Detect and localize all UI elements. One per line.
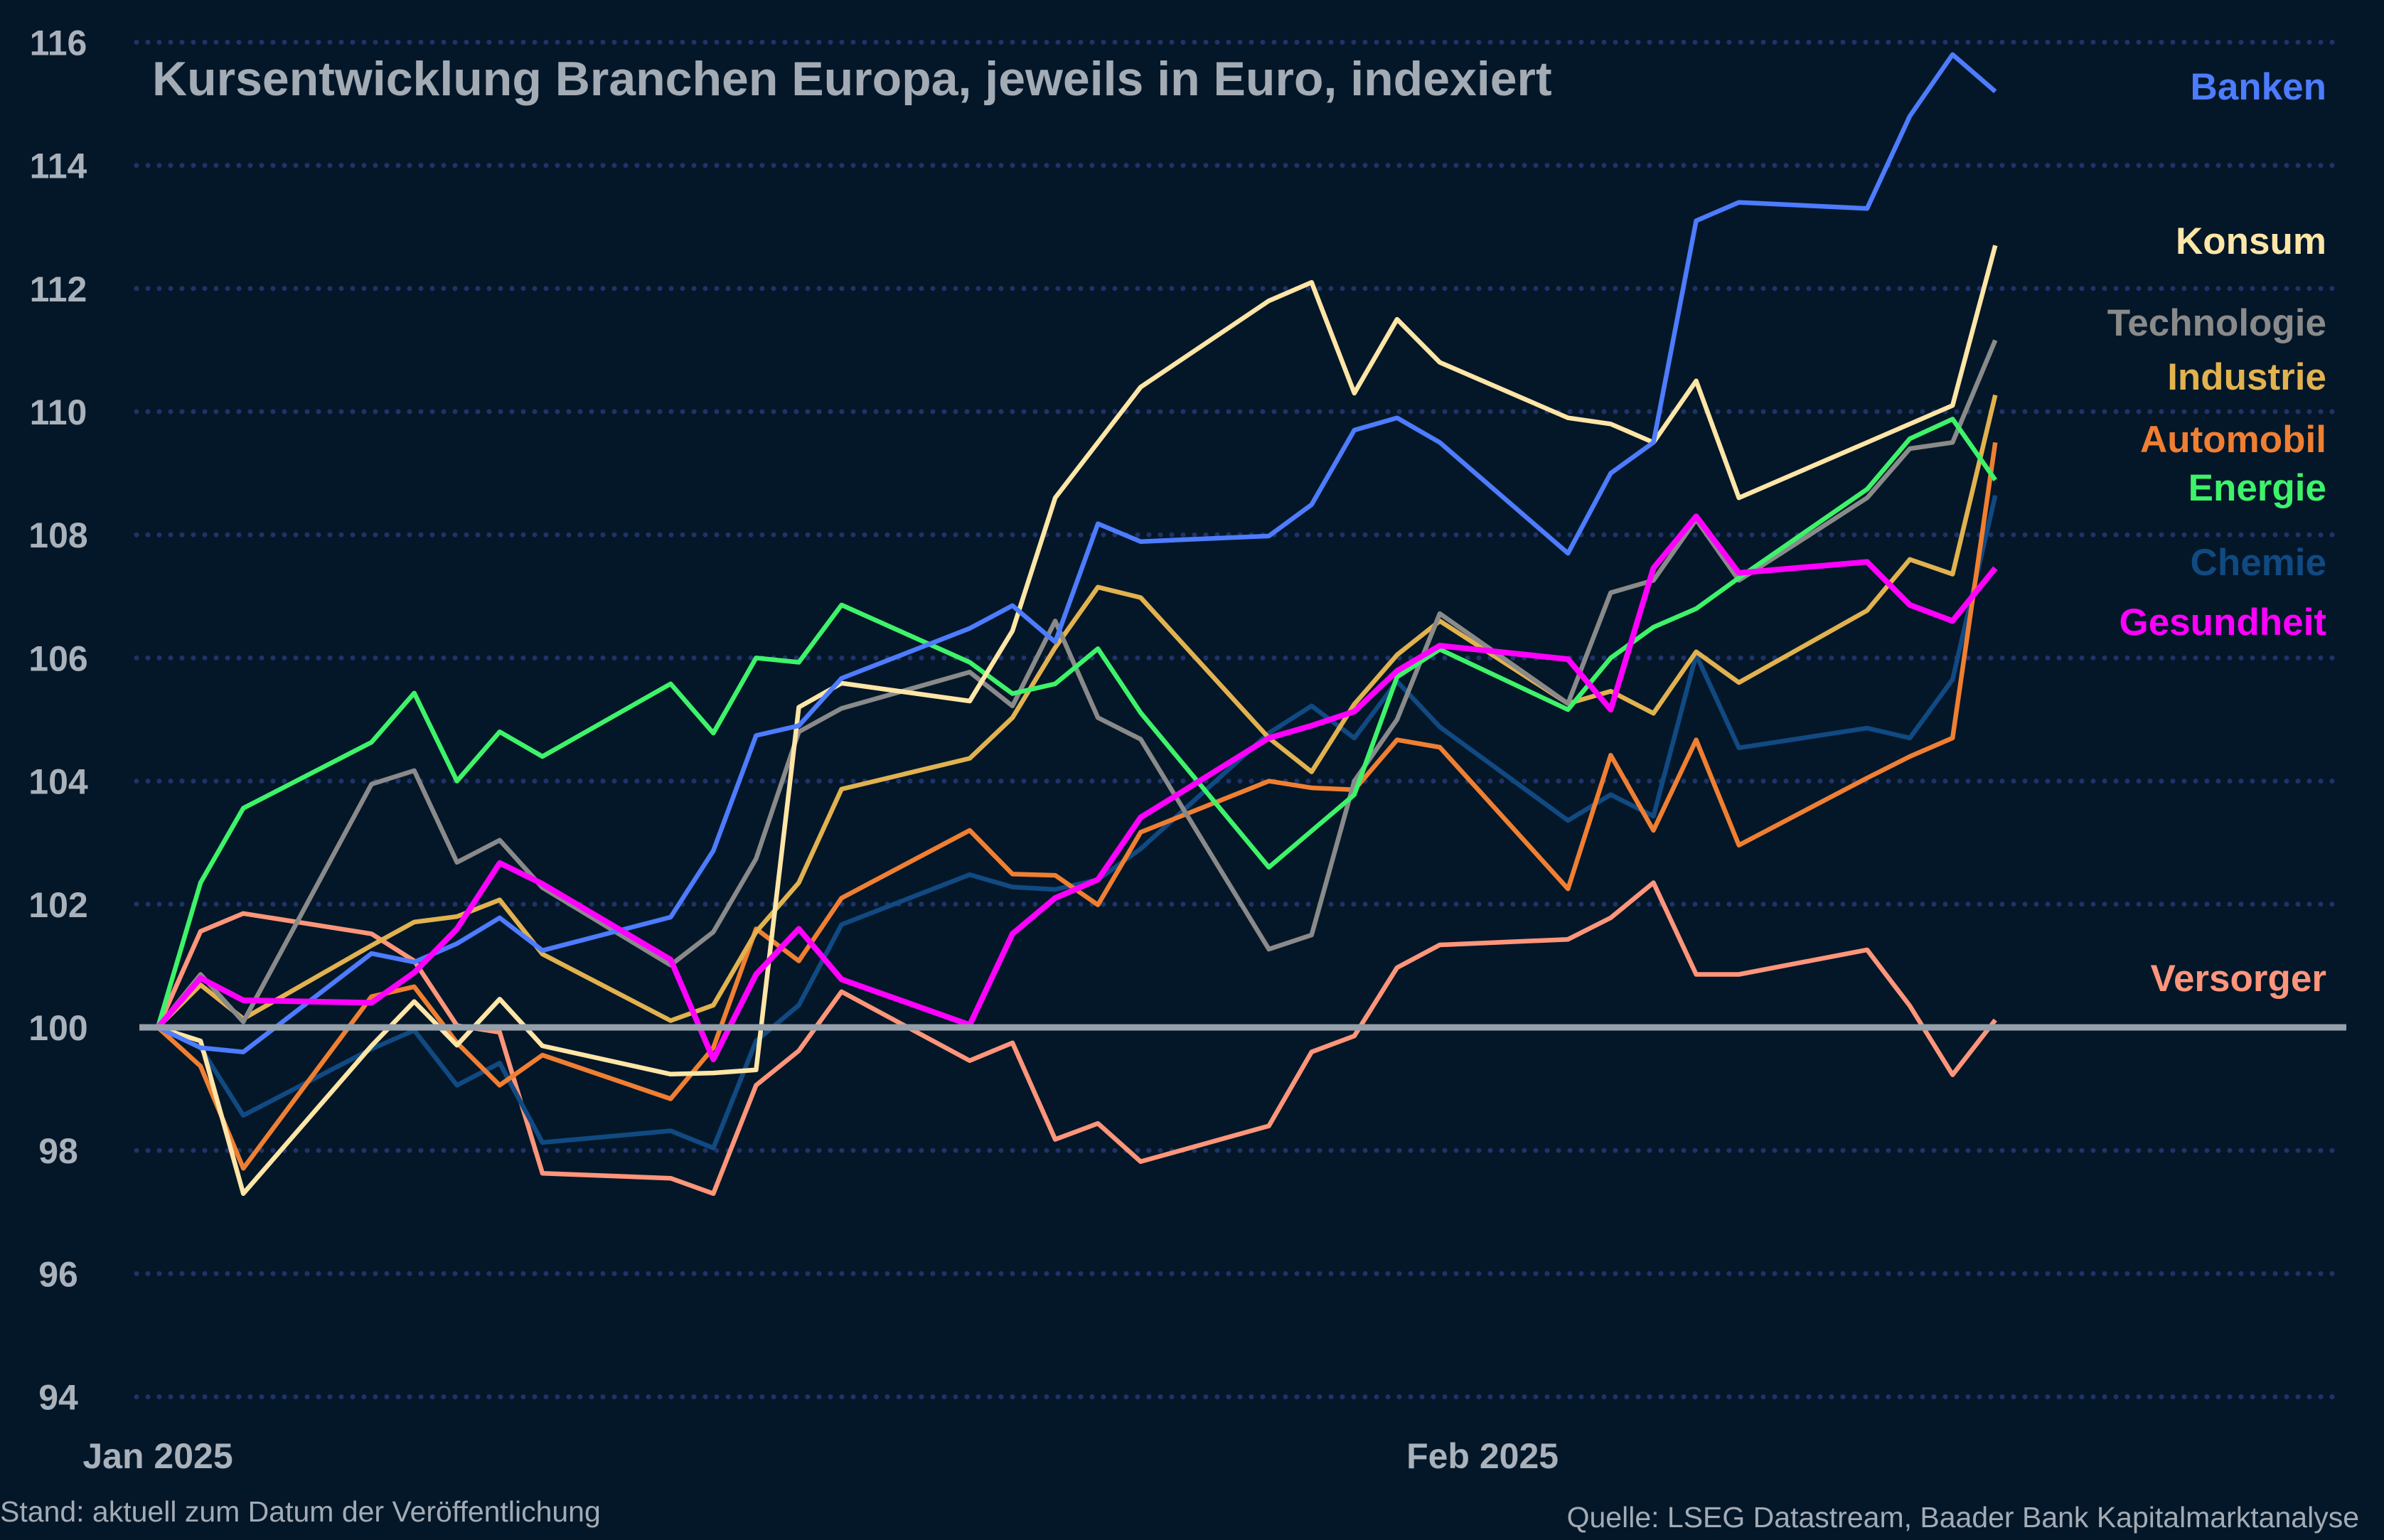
legend-label-chemie: Chemie <box>2191 542 2326 584</box>
y-tick-label: 98 <box>38 1131 78 1171</box>
footer-note: Stand: aktuell zum Datum der Veröffentli… <box>0 1495 601 1528</box>
legend: Banken Konsum Technologie Industrie Automobi… <box>2107 66 2326 1000</box>
footer-source: Quelle: LSEG Datastream, Baader Bank Kap… <box>1567 1501 2359 1534</box>
y-tick-label: 116 <box>30 23 87 63</box>
y-tick-label: 102 <box>28 885 87 925</box>
x-tick-label: Jan 2025 <box>82 1436 232 1476</box>
y-axis: 94 96 98 100 102 104 106 108 110 112 114 116 <box>28 23 88 1417</box>
y-tick-label: 94 <box>38 1378 78 1418</box>
y-tick-label: 96 <box>38 1254 78 1294</box>
legend-label-industrie: Industrie <box>2167 356 2326 398</box>
y-tick-label: 108 <box>28 515 87 555</box>
series-line-gesundheit <box>155 513 1998 1062</box>
y-tick-label: 106 <box>28 638 87 678</box>
x-axis: Jan 2025 Feb 2025 <box>82 1436 1559 1476</box>
legend-label-energie: Energie <box>2188 467 2326 509</box>
legend-label-banken: Banken <box>2191 66 2326 108</box>
legend-label-technologie: Technologie <box>2107 302 2326 344</box>
legend-label-versorger: Versorger <box>2151 958 2326 1000</box>
series-line-technologie <box>156 339 1998 1030</box>
chart-title: Kursentwicklung Branchen Europa, jeweils… <box>152 52 1552 106</box>
series-line-chemie <box>156 495 1998 1150</box>
legend-label-gesundheit: Gesundheit <box>2119 601 2326 643</box>
y-tick-label: 100 <box>28 1008 87 1048</box>
series-line-energie <box>155 417 1997 1028</box>
series-lines <box>155 52 1998 1197</box>
legend-label-automobil: Automobil <box>2140 419 2326 461</box>
series-line-versorger <box>156 880 1997 1197</box>
legend-label-konsum: Konsum <box>2176 220 2326 262</box>
y-tick-label: 110 <box>30 392 87 432</box>
series-line-konsum <box>157 245 1998 1197</box>
series-line-banken <box>156 52 1997 1054</box>
y-tick-label: 104 <box>28 762 88 802</box>
y-tick-label: 112 <box>30 269 87 309</box>
grid-lines <box>134 39 2342 1400</box>
x-tick-label: Feb 2025 <box>1406 1436 1559 1476</box>
y-tick-label: 114 <box>30 146 87 186</box>
